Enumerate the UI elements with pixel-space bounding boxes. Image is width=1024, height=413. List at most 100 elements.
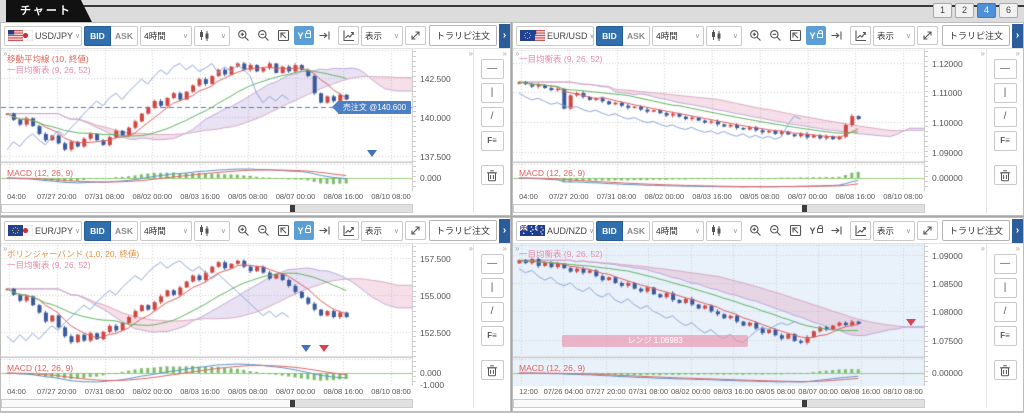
chart-canvas[interactable] xyxy=(513,49,925,191)
horizontal-line-tool-button[interactable]: — xyxy=(993,254,1017,274)
zoom-in-button[interactable] xyxy=(746,221,765,240)
delete-drawings-button[interactable] xyxy=(480,165,504,185)
fibonacci-tool-button[interactable]: F≡ xyxy=(480,131,504,151)
go-to-latest-button[interactable] xyxy=(827,26,846,45)
collapse-icon[interactable]: » xyxy=(468,49,473,58)
scrollbar-nub[interactable] xyxy=(290,205,296,212)
expand-panel-button[interactable] xyxy=(917,221,938,240)
panel-more-tab[interactable]: › xyxy=(1012,218,1023,243)
ask-button[interactable]: ASK xyxy=(111,220,138,241)
scrollbar-handle[interactable] xyxy=(805,400,924,407)
y-axis-lock-button[interactable]: Y xyxy=(806,26,826,45)
zoom-in-button[interactable] xyxy=(746,26,765,45)
fit-chart-button[interactable] xyxy=(274,221,293,240)
fibonacci-tool-button[interactable]: F≡ xyxy=(993,131,1017,151)
scrollbar-nub[interactable] xyxy=(290,400,296,407)
fit-chart-button[interactable] xyxy=(274,26,293,45)
layout-1-button[interactable]: 1 xyxy=(933,3,952,18)
zoom-in-button[interactable] xyxy=(234,26,253,45)
currency-pair-select[interactable]: USD/JPY ∨ xyxy=(4,25,82,46)
vertical-line-tool-button[interactable]: | xyxy=(480,83,504,103)
layout-6-button[interactable]: 6 xyxy=(999,3,1018,18)
timeframe-select[interactable]: 4時間 ∨ xyxy=(652,25,704,46)
scrollbar-handle[interactable] xyxy=(805,205,924,212)
y-axis-lock-button[interactable]: Y xyxy=(294,26,314,45)
panel-more-tab[interactable]: › xyxy=(499,23,510,48)
trendline-tool-button[interactable]: / xyxy=(480,107,504,127)
collapse-icon[interactable]: » xyxy=(980,49,985,58)
bid-button[interactable]: BID xyxy=(84,220,111,241)
fibonacci-tool-button[interactable]: F≡ xyxy=(993,326,1017,346)
h-scrollbar[interactable] xyxy=(1,399,413,408)
scrollbar-handle[interactable] xyxy=(293,205,412,212)
trap-repeat-order-button[interactable]: トラリピ注文 xyxy=(941,220,1010,241)
collapse-icon[interactable]: » xyxy=(980,244,985,253)
bid-button[interactable]: BID xyxy=(84,25,111,46)
horizontal-line-tool-button[interactable]: — xyxy=(993,59,1017,79)
chart-canvas[interactable] xyxy=(1,244,413,386)
time-axis[interactable]: 12:00 07/26 04:00 07/27 20:00 07/31 08:00 08… xyxy=(513,386,925,398)
collapse-icon[interactable]: » xyxy=(3,49,8,58)
layout-2-button[interactable]: 2 xyxy=(955,3,974,18)
chart-type-select[interactable]: ∨ xyxy=(706,25,742,46)
bid-button[interactable]: BID xyxy=(596,220,623,241)
vertical-line-tool-button[interactable]: | xyxy=(993,278,1017,298)
indicator-settings-button[interactable] xyxy=(850,26,871,45)
vertical-line-tool-button[interactable]: | xyxy=(480,278,504,298)
display-menu-button[interactable]: 表示 ∨ xyxy=(361,220,403,241)
timeframe-select[interactable]: 4時間 ∨ xyxy=(652,220,704,241)
ask-button[interactable]: ASK xyxy=(623,25,650,46)
timeframe-select[interactable]: 4時間 ∨ xyxy=(140,220,192,241)
price-axis[interactable]: » 1.12000 1.11000 1.10000 1.09000 0.00000 xyxy=(925,49,987,191)
collapse-icon[interactable]: » xyxy=(502,49,507,58)
expand-panel-button[interactable] xyxy=(917,26,938,45)
zoom-out-button[interactable] xyxy=(766,221,785,240)
range-tag[interactable]: レンジ 1.06983 xyxy=(562,334,748,347)
go-to-latest-button[interactable] xyxy=(315,26,334,45)
zoom-out-button[interactable] xyxy=(766,26,785,45)
display-menu-button[interactable]: 表示 ∨ xyxy=(873,220,915,241)
collapse-icon[interactable]: » xyxy=(502,244,507,253)
marker-triangle-icon[interactable] xyxy=(905,318,916,326)
vertical-line-tool-button[interactable]: | xyxy=(993,83,1017,103)
indicator-settings-button[interactable] xyxy=(338,221,359,240)
order-price-tag[interactable]: 売注文 @140.600 xyxy=(331,100,412,114)
ask-button[interactable]: ASK xyxy=(111,25,138,46)
go-to-latest-button[interactable] xyxy=(827,221,846,240)
price-axis[interactable]: » 142.500 140.000 137.500 0.000 xyxy=(413,49,475,191)
scrollbar-nub[interactable] xyxy=(802,400,808,407)
display-menu-button[interactable]: 表示 ∨ xyxy=(361,25,403,46)
panel-more-tab[interactable]: › xyxy=(499,218,510,243)
fit-chart-button[interactable] xyxy=(786,221,805,240)
zoom-in-button[interactable] xyxy=(234,221,253,240)
collapse-icon[interactable]: » xyxy=(515,244,520,253)
currency-pair-select[interactable]: AUD/NZD ∨ xyxy=(516,220,594,241)
delete-drawings-button[interactable] xyxy=(993,165,1017,185)
chart-type-select[interactable]: ∨ xyxy=(706,220,742,241)
ask-button[interactable]: ASK xyxy=(623,220,650,241)
trap-repeat-order-button[interactable]: トラリピ注文 xyxy=(428,25,497,46)
fit-chart-button[interactable] xyxy=(786,26,805,45)
collapse-icon[interactable]: » xyxy=(3,244,8,253)
zoom-out-button[interactable] xyxy=(254,221,273,240)
collapse-icon[interactable]: » xyxy=(1015,244,1020,253)
h-scrollbar[interactable] xyxy=(1,204,413,213)
expand-panel-button[interactable] xyxy=(405,26,426,45)
time-axis[interactable]: 04:00 07/27 20:00 07/31 08:00 08/02 00:00 08… xyxy=(513,191,925,203)
y-axis-lock-button[interactable]: Y xyxy=(294,221,314,240)
currency-pair-select[interactable]: EUR/USD ∨ xyxy=(516,25,595,46)
collapse-icon[interactable]: » xyxy=(515,49,520,58)
delete-drawings-button[interactable] xyxy=(480,360,504,380)
go-to-latest-button[interactable] xyxy=(315,221,334,240)
tab-chart[interactable]: チャート xyxy=(6,0,92,22)
collapse-icon[interactable]: » xyxy=(1015,49,1020,58)
y-axis-lock-button[interactable]: Y xyxy=(806,221,826,240)
scrollbar-nub[interactable] xyxy=(802,205,808,212)
indicator-settings-button[interactable] xyxy=(338,26,359,45)
expand-panel-button[interactable] xyxy=(405,221,426,240)
marker-triangle-icon[interactable] xyxy=(366,149,377,157)
fibonacci-tool-button[interactable]: F≡ xyxy=(480,326,504,346)
chart-canvas[interactable] xyxy=(513,244,925,386)
chart-canvas[interactable] xyxy=(1,49,413,191)
chart-type-select[interactable]: ∨ xyxy=(194,220,230,241)
